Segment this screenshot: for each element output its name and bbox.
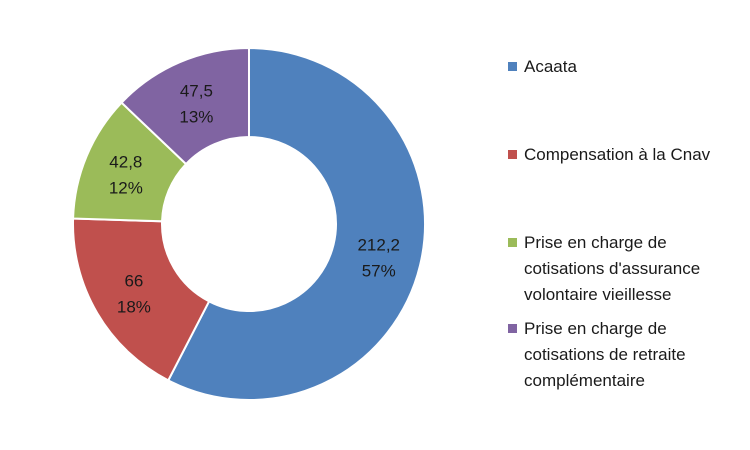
legend-label: Compensation à la Cnav	[524, 142, 710, 168]
value-label-acaata: 212,2	[357, 236, 400, 255]
percent-label-compensation-cnav: 18%	[117, 298, 151, 317]
legend-item-compensation-cnav: Compensation à la Cnav	[508, 144, 748, 168]
legend-label-line: Compensation à la Cnav	[524, 145, 711, 164]
legend-item-assurance-volontaire: Prise en charge de cotisations d'assuranc…	[508, 232, 748, 308]
percent-label-acaata: 57%	[362, 262, 396, 281]
legend-label: Prise en charge de cotisations de retrait…	[524, 316, 686, 394]
legend-swatch	[508, 150, 517, 159]
value-label-retraite-complementaire: 47,5	[180, 81, 213, 100]
slice-retraite-complementaire	[120, 46, 250, 166]
legend-label-line: Prise en charge de	[524, 233, 667, 252]
percent-label-retraite-complementaire: 13%	[179, 107, 213, 126]
slice-compensation-cnav	[72, 217, 211, 382]
legend-label-line: cotisations de retraite	[524, 345, 686, 364]
legend-item-acaata: Acaata	[508, 56, 748, 80]
legend-item-retraite-complementaire: Prise en charge de cotisations de retrait…	[508, 318, 748, 394]
slice-acaata	[166, 46, 426, 401]
legend-swatch	[508, 238, 517, 247]
legend-swatch	[508, 62, 517, 71]
legend-swatch	[508, 324, 517, 333]
percent-label-assurance-volontaire: 12%	[109, 179, 143, 198]
legend-label-line: volontaire vieillesse	[524, 285, 672, 304]
legend-label: Acaata	[524, 54, 577, 80]
legend-label-line: Acaata	[524, 57, 577, 76]
legend-label: Prise en charge de cotisations d'assuranc…	[524, 230, 700, 308]
value-label-assurance-volontaire: 42,8	[109, 153, 142, 172]
legend-label-line: complémentaire	[524, 371, 645, 390]
legend-label-line: Prise en charge de	[524, 319, 667, 338]
value-label-compensation-cnav: 66	[124, 272, 143, 291]
legend-label-line: cotisations d'assurance	[524, 259, 701, 278]
